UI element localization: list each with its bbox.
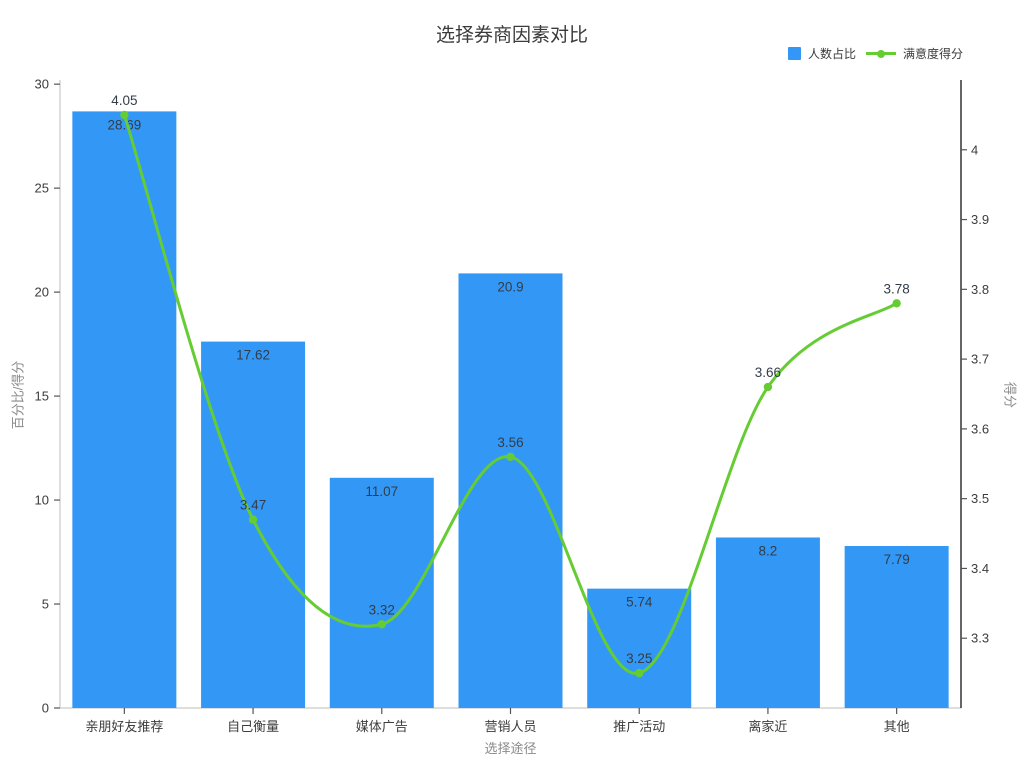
right-axis-tick-label: 3.4	[971, 561, 989, 576]
right-axis-tick-label: 3.7	[971, 352, 989, 367]
left-axis-tick-label: 5	[42, 597, 49, 612]
line-point-marker[interactable]	[763, 382, 773, 392]
x-axis-category-label: 自己衡量	[227, 719, 279, 734]
bar-value-label: 8.2	[759, 543, 778, 558]
bar-value-label: 20.9	[497, 279, 523, 294]
legend-item-line-series[interactable]: 满意度得分	[865, 45, 963, 62]
x-axis-title: 选择途径	[484, 741, 537, 756]
x-axis-category-label: 离家近	[748, 719, 787, 734]
line-series-swatch-icon	[865, 47, 896, 60]
line-value-label: 3.78	[884, 281, 910, 296]
legend-bar-label: 人数占比	[807, 47, 856, 61]
line-point-marker[interactable]	[506, 452, 515, 461]
right-axis-tick-label: 3.3	[971, 631, 989, 646]
left-axis-tick-label: 15	[35, 389, 49, 404]
legend-item-bar-series[interactable]: 人数占比	[787, 45, 856, 62]
right-axis-tick-label: 3.5	[971, 491, 989, 506]
line-point-marker[interactable]	[248, 515, 258, 524]
x-axis-category-label: 营销人员	[484, 719, 536, 734]
bar[interactable]	[201, 341, 306, 708]
line-point-marker[interactable]	[892, 299, 901, 308]
x-axis-category-label: 其他	[884, 719, 910, 734]
right-axis-tick-label: 3.9	[971, 212, 989, 227]
line-value-label: 3.47	[240, 498, 266, 513]
left-axis-tick-label: 20	[35, 285, 49, 300]
line-value-label: 3.32	[369, 602, 395, 617]
line-value-label: 4.05	[111, 93, 137, 108]
line-value-label: 3.25	[626, 651, 652, 666]
right-axis-tick-label: 3.6	[971, 421, 989, 436]
legend-line-label: 满意度得分	[902, 47, 963, 61]
right-axis-title: 得分	[1002, 381, 1018, 409]
bar[interactable]	[329, 477, 434, 708]
line-point-marker[interactable]	[377, 620, 386, 629]
bar-value-label: 17.62	[236, 348, 270, 363]
line-point-marker[interactable]	[120, 110, 129, 120]
bar[interactable]	[72, 111, 177, 708]
left-axis-tick-label: 30	[35, 77, 49, 92]
bar-value-label: 5.74	[626, 595, 653, 610]
x-axis-category-label: 推广活动	[613, 719, 665, 734]
line-value-label: 3.66	[755, 365, 781, 380]
bar[interactable]	[715, 537, 820, 708]
line-value-label: 3.56	[497, 435, 523, 450]
bar[interactable]	[458, 273, 563, 708]
x-axis-category-label: 亲朋好友推荐	[85, 719, 163, 734]
right-axis-tick-label: 4	[971, 142, 978, 157]
left-axis-tick-label: 10	[35, 493, 49, 508]
line-point-marker[interactable]	[635, 668, 644, 678]
left-axis-title: 百分比/得分	[10, 360, 26, 430]
bar-value-label: 28.69	[107, 117, 141, 132]
left-axis-tick-label: 25	[35, 181, 49, 196]
bar[interactable]	[587, 588, 692, 708]
legend: 人数占比 满意度得分	[787, 45, 963, 62]
chart-title: 选择券商因素对比	[435, 25, 588, 46]
right-axis-tick-label: 3.8	[971, 282, 989, 297]
bar-series-swatch-icon	[787, 47, 801, 60]
left-axis-tick-label: 0	[42, 701, 49, 716]
bar[interactable]	[844, 546, 949, 708]
bar-value-label: 7.79	[884, 552, 910, 567]
bar-value-label: 11.07	[365, 484, 398, 499]
x-axis-category-label: 媒体广告	[356, 719, 408, 734]
